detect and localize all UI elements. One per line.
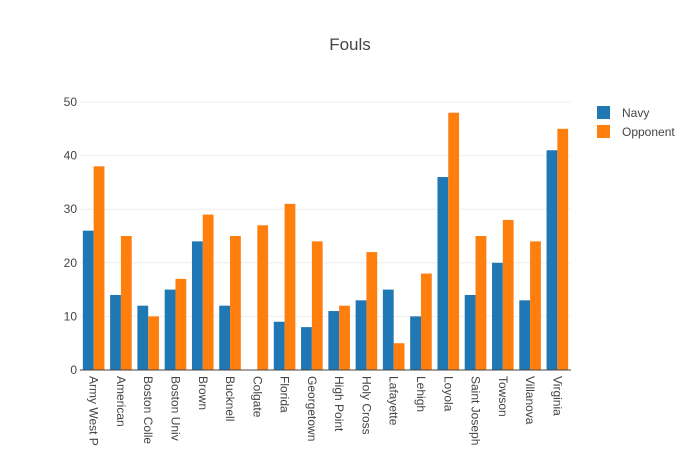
bar-opponent-boston-univ (175, 278, 187, 370)
bar-opponent-saint-joseph (475, 236, 487, 370)
x-tick-label: Army West P (87, 376, 101, 446)
y-tick-label: 10 (64, 309, 78, 323)
bar-opponent-bucknell (230, 236, 241, 370)
x-tick-label: Towson (496, 376, 510, 417)
y-tick-label: 40 (64, 149, 78, 163)
bar-opponent-georgetown (311, 241, 323, 370)
bar-opponent-american (120, 236, 132, 370)
bar-opponent-villanova (530, 241, 541, 370)
x-tick-label: Saint Joseph (469, 376, 483, 445)
bar-navy-boston-univ (164, 289, 176, 370)
x-tick-label: Loyola (441, 376, 455, 412)
bars (82, 112, 569, 370)
bar-navy-high-point (328, 311, 340, 370)
bar-navy-lehigh (410, 316, 421, 370)
x-tick-label: Bucknell (223, 376, 237, 421)
bar-navy-saint-joseph (464, 294, 476, 370)
x-tick-label: Lehigh (414, 376, 428, 412)
x-tick-label: Brown (196, 376, 210, 410)
bar-opponent-brown (202, 214, 214, 370)
x-tick-label: Holy Cross (359, 376, 373, 435)
y-tick-label: 0 (70, 363, 77, 377)
bar-navy-holy-cross (355, 300, 367, 370)
legend-swatch-opponent (597, 125, 610, 138)
bar-navy-virginia (546, 150, 558, 370)
x-tick-label: Virginia (550, 376, 564, 416)
x-tick-label: High Point (332, 376, 346, 432)
bar-navy-boston-colle (137, 305, 149, 370)
bar-navy-villanova (519, 300, 531, 370)
bar-opponent-loyola (448, 112, 460, 370)
bar-opponent-virginia (557, 128, 569, 370)
legend-label-navy: Navy (622, 106, 649, 120)
bar-opponent-boston-colle (148, 316, 159, 370)
bar-opponent-colgate (257, 225, 269, 370)
x-tick-label: Boston Univ (168, 376, 182, 441)
bar-navy-american (110, 294, 121, 370)
x-tick-label: Georgetown (305, 376, 319, 441)
bar-opponent-high-point (339, 305, 350, 370)
y-tick-label: 50 (64, 95, 78, 109)
bar-navy-bucknell (219, 305, 231, 370)
legend[interactable]: Navy Opponent (597, 106, 675, 139)
gridlines (80, 101, 571, 317)
x-tick-label: Villanova (523, 376, 537, 425)
y-tick-label: 30 (64, 202, 78, 216)
bar-opponent-florida (284, 203, 296, 370)
x-tick-label: Colgate (250, 376, 264, 418)
chart-title: Fouls (329, 35, 371, 54)
bar-navy-army-west-p (82, 230, 94, 370)
bar-navy-towson (492, 262, 503, 370)
axes: 0 10 20 30 40 50 Army West P American Boston Col… (64, 95, 571, 446)
x-tick-label: Lafayette (387, 376, 401, 426)
x-tick-label: American (114, 376, 128, 427)
legend-label-opponent: Opponent (622, 125, 675, 139)
bar-opponent-lafayette (393, 343, 405, 370)
bar-navy-florida (273, 321, 285, 370)
bar-opponent-towson (502, 219, 514, 370)
bar-opponent-lehigh (420, 273, 432, 370)
legend-swatch-navy (597, 106, 610, 119)
bar-opponent-holy-cross (366, 252, 378, 370)
y-tick-label: 20 (64, 256, 78, 270)
bar-navy-loyola (437, 177, 449, 370)
x-tick-label: Boston Colle (141, 376, 155, 444)
bar-opponent-army-west-p (93, 166, 105, 370)
bar-navy-lafayette (382, 289, 394, 370)
bar-navy-brown (191, 241, 203, 370)
bar-navy-georgetown (301, 327, 312, 370)
x-tick-label: Florida (278, 376, 292, 413)
